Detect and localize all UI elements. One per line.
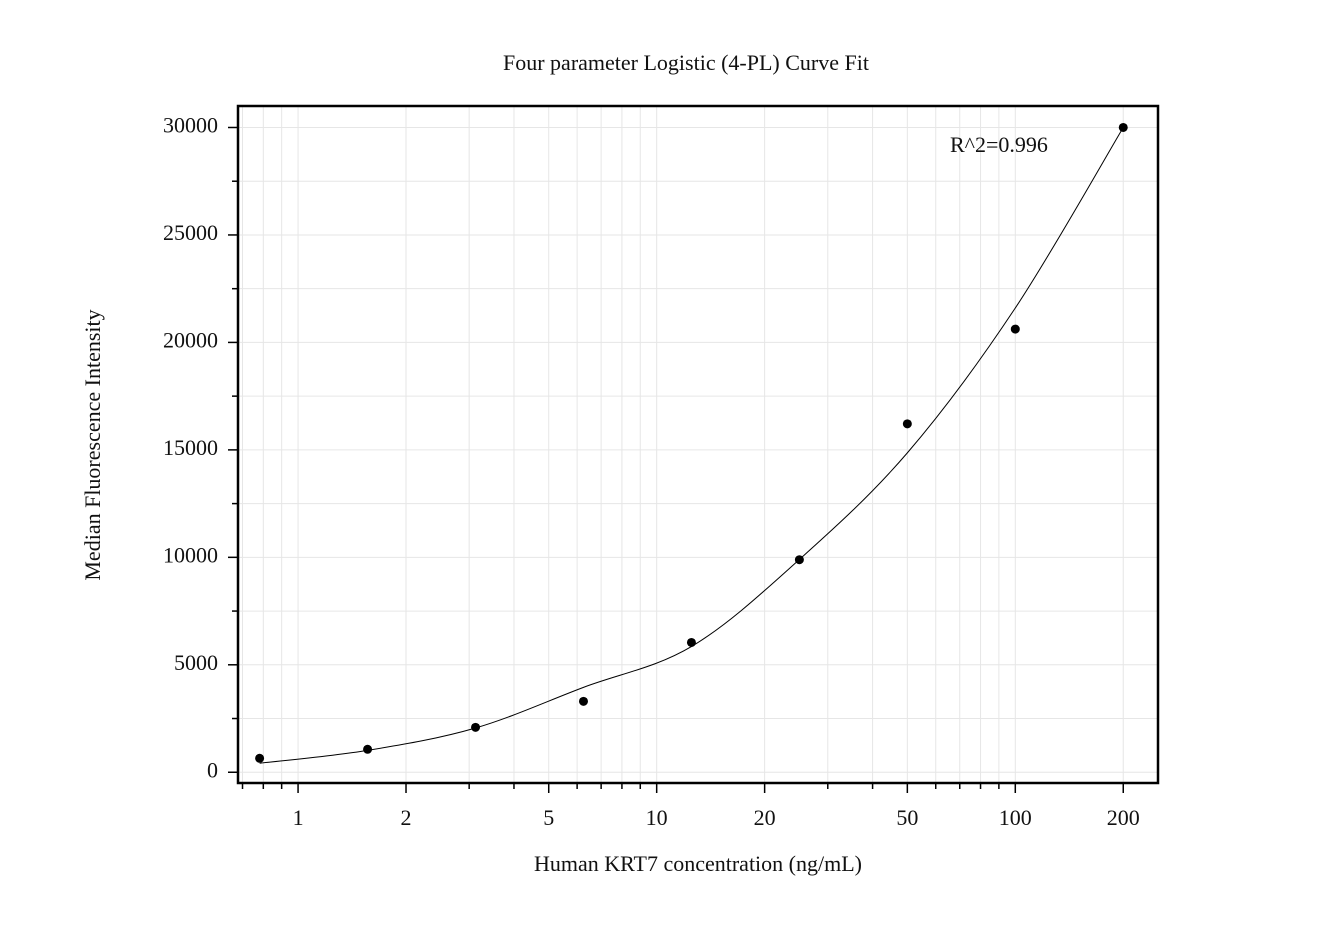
y-tick-label: 0	[207, 757, 218, 782]
chart-title: Four parameter Logistic (4-PL) Curve Fit	[503, 50, 869, 75]
x-tick-label: 20	[754, 805, 776, 830]
data-point	[686, 637, 696, 647]
y-tick-label: 15000	[163, 435, 218, 460]
x-tick-label: 5	[543, 805, 554, 830]
data-point	[1010, 324, 1020, 334]
data-point	[578, 696, 588, 706]
y-tick-label: 25000	[163, 220, 218, 245]
x-tick-label: 1	[293, 805, 304, 830]
y-tick-label: 20000	[163, 327, 218, 352]
y-tick-label: 5000	[174, 650, 218, 675]
y-tick-label: 30000	[163, 113, 218, 138]
data-point	[363, 744, 373, 754]
y-tick-label: 10000	[163, 542, 218, 567]
x-tick-label: 10	[646, 805, 668, 830]
fit-curve	[259, 127, 1124, 764]
x-tick-label: 2	[401, 805, 412, 830]
annotation: R^2=0.996	[950, 132, 1048, 157]
data-point	[471, 722, 481, 732]
x-tick-label: 200	[1107, 805, 1140, 830]
plot-frame	[236, 104, 1160, 785]
x-tick-label: 50	[896, 805, 918, 830]
data-point	[794, 555, 804, 565]
x-axis-label: Human KRT7 concentration (ng/mL)	[534, 851, 862, 876]
y-axis-label: Median Fluorescence Intensity	[80, 309, 105, 580]
data-point	[1118, 122, 1128, 132]
data-point	[902, 419, 912, 429]
x-tick-label: 100	[999, 805, 1032, 830]
data-point	[255, 753, 265, 763]
